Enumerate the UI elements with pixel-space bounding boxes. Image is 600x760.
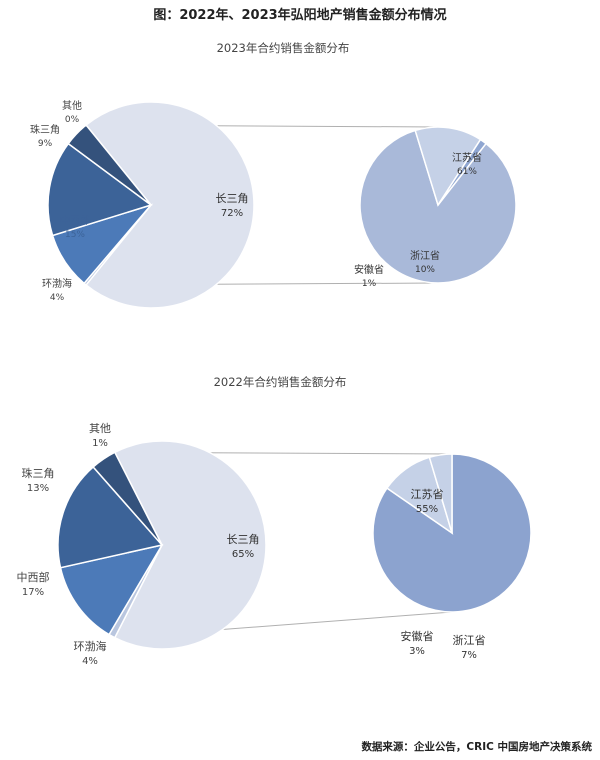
label-huanbohai-2022-percent-label: 4% — [82, 656, 98, 667]
pie-of-pie-chart-2023: 2023年合约销售金额分布 长三角 72% 其他 0% 珠三角 9% 中西部 15% 环渤海 4%… — [30, 41, 517, 309]
sub-label-zhejiang-2023-percent-label: 10% — [415, 265, 435, 275]
label-qita-2022-name-label: 其他 — [89, 422, 111, 435]
slice-zhongxibu-2023 — [47, 142, 153, 237]
slice-zhusanjiao-2022 — [59, 543, 164, 636]
label-changsanjiao-2022-percent-label: 65% — [232, 549, 254, 560]
chart-title-2022: 2022年合约销售金额分布 — [214, 375, 347, 389]
label-changsanjiao-2022-name-label: 长三角 — [227, 533, 260, 546]
label-zhusanjiao-2023-name-label: 珠三角 — [30, 123, 60, 136]
sub-label-anhui-2022-percent-label: 3% — [409, 646, 425, 657]
sub-label-jiangsu-2023-percent-label: 61% — [457, 167, 477, 177]
sub-label-anhui-2022-name-label: 安徽省 — [401, 629, 434, 643]
label-qita-2022-percent-label: 1% — [92, 438, 108, 449]
slice-changsanjiao-2023 — [85, 101, 255, 309]
sub-slice-anhui-2023 — [437, 138, 488, 206]
slice-huanbohai-2023 — [67, 123, 152, 206]
sub-slice-zhejiang-2023 — [414, 126, 482, 207]
label-qita-2023-percent-label: 0% — [65, 115, 80, 125]
label-zhusanjiao-2022-name-label: 珠三角 — [22, 466, 55, 480]
sub-slice-jiangsu-2023 — [359, 129, 517, 284]
sub-label-jiangsu-2022-percent-label: 55% — [416, 504, 438, 515]
label-qita-2023-name-label: 其他 — [62, 99, 82, 112]
label-zhongxibu-2022-percent-label: 17% — [22, 587, 44, 598]
label-huanbohai-2023-percent-label: 4% — [50, 293, 65, 303]
label-zhongxibu-2022-name-label: 中西部 — [17, 570, 50, 584]
data-source-note: 数据来源：企业公告，CRIC 中国房地产决策系统 — [361, 741, 592, 753]
sub-label-zhejiang-2022-name-label: 浙江省 — [453, 634, 486, 647]
figure-title: 图：2022年、2023年弘阳地产销售金额分布情况 — [153, 8, 447, 23]
label-zhusanjiao-2023-percent-label: 9% — [38, 139, 53, 149]
label-changsanjiao-2023-percent-label: 72% — [221, 208, 243, 219]
chart-title-2023: 2023年合约销售金额分布 — [217, 41, 350, 55]
slice-zhongxibu-2022 — [57, 465, 164, 569]
pie-of-pie-chart-2022: 2022年合约销售金额分布 长三角 65% 其他 1% 珠三角 13% 中西部 17% 环渤海 4… — [17, 375, 532, 667]
sub-label-jiangsu-2022-name-label: 江苏省 — [411, 488, 444, 501]
sub-label-zhejiang-2022-percent-label: 7% — [461, 650, 477, 661]
sub-label-anhui-2023-name-label: 安徽省 — [354, 263, 384, 276]
slice-changsanjiao-2022 — [113, 440, 267, 650]
sub-label-anhui-2023-percent-label: 1% — [362, 279, 377, 289]
label-changsanjiao-2023-name-label: 长三角 — [216, 192, 249, 205]
label-huanbohai-2022-name-label: 环渤海 — [74, 639, 107, 653]
sub-label-zhejiang-2023-name-label: 浙江省 — [410, 249, 440, 262]
label-zhongxibu-2023-name-label: 中西部 — [60, 214, 90, 227]
sub-label-jiangsu-2023-name-label: 江苏省 — [452, 151, 482, 164]
sub-slice-anhui-2022 — [428, 453, 453, 534]
label-zhusanjiao-2022-percent-label: 13% — [27, 483, 49, 494]
label-zhongxibu-2023-percent-label: 15% — [65, 230, 85, 240]
label-huanbohai-2023-name-label: 环渤海 — [42, 277, 72, 290]
slice-huanbohai-2022 — [92, 451, 163, 546]
